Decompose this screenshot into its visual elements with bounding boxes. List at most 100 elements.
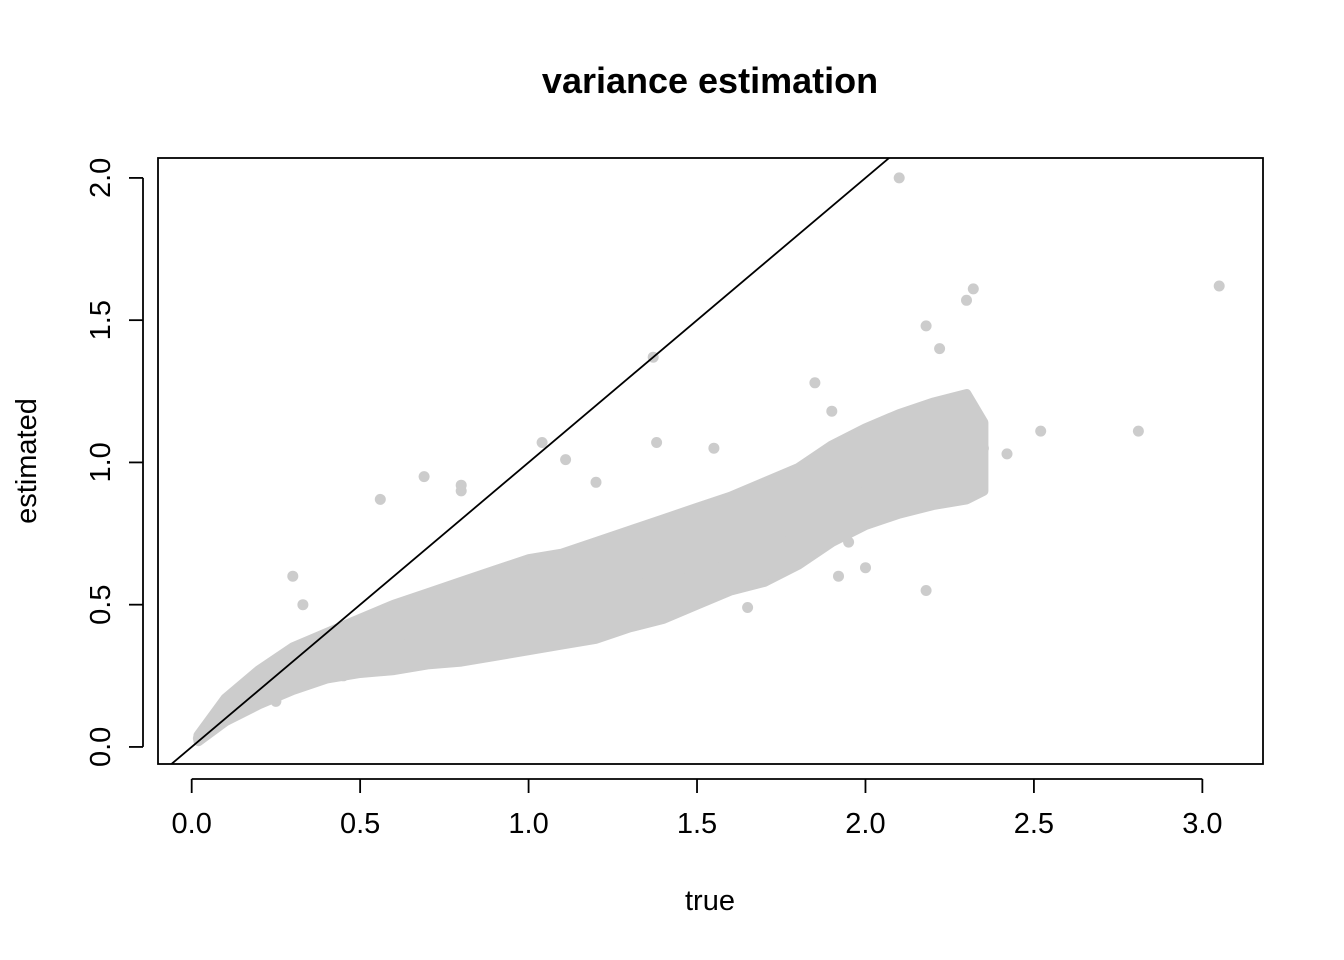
x-tick-label: 3.0 xyxy=(1182,808,1222,840)
data-point xyxy=(809,377,821,389)
data-point xyxy=(354,639,366,650)
data-point xyxy=(590,593,602,605)
x-tick-label: 1.0 xyxy=(508,808,548,840)
data-point xyxy=(708,553,720,565)
data-point xyxy=(472,582,484,594)
data-point xyxy=(408,627,420,639)
data-point xyxy=(893,172,905,184)
data-point xyxy=(860,485,871,497)
data-point xyxy=(287,661,299,673)
y-tick-label: 0.0 xyxy=(85,727,117,767)
data-point xyxy=(297,658,309,670)
data-point xyxy=(418,471,430,483)
data-point xyxy=(607,542,619,554)
x-axis-label: true xyxy=(685,885,735,917)
y-axis-label: estimated xyxy=(11,398,43,524)
data-point xyxy=(297,599,309,611)
data-point xyxy=(1035,425,1047,437)
data-point xyxy=(590,476,602,488)
data-point xyxy=(560,454,572,466)
data-points xyxy=(192,172,1225,744)
data-point xyxy=(472,616,484,628)
point-cloud xyxy=(193,389,989,747)
data-point xyxy=(758,536,770,548)
data-point xyxy=(388,633,400,645)
data-point xyxy=(927,456,939,468)
data-point xyxy=(1132,425,1144,437)
data-point xyxy=(758,570,770,582)
data-point xyxy=(826,502,838,514)
data-point xyxy=(354,656,366,668)
data-point xyxy=(539,604,551,616)
data-point xyxy=(893,471,905,483)
data-point xyxy=(455,485,467,497)
data-point xyxy=(506,610,518,622)
data-point xyxy=(775,528,787,539)
data-point xyxy=(624,613,636,625)
x-tick-label: 1.5 xyxy=(677,808,717,840)
data-point xyxy=(742,542,754,554)
x-tick-label: 0.5 xyxy=(340,808,380,840)
data-point xyxy=(270,673,282,685)
data-point xyxy=(934,343,946,355)
data-point xyxy=(843,493,855,505)
data-point xyxy=(954,471,966,483)
data-point xyxy=(536,437,548,448)
data-point xyxy=(651,437,663,448)
data-point xyxy=(489,613,501,625)
data-point xyxy=(792,519,804,531)
data-point xyxy=(455,619,467,631)
data-point xyxy=(438,621,450,633)
data-point xyxy=(1001,448,1013,460)
x-tick-label: 0.0 xyxy=(172,808,212,840)
point-cloud-band xyxy=(193,389,989,747)
data-point xyxy=(337,670,349,682)
data-point xyxy=(307,653,319,665)
data-point xyxy=(506,633,518,645)
data-point xyxy=(809,511,821,522)
y-tick-label: 0.5 xyxy=(85,585,117,625)
data-point xyxy=(910,465,922,477)
x-tick-label: 2.5 xyxy=(1014,808,1054,840)
data-point xyxy=(920,320,932,332)
data-point xyxy=(226,701,238,713)
data-point xyxy=(287,570,299,582)
data-point xyxy=(607,587,619,599)
x-axis: 0.0 0.5 1.0 1.5 2.0 2.5 3.0 xyxy=(172,778,1223,840)
data-point xyxy=(270,695,282,707)
data-point xyxy=(624,582,636,594)
y-tick-label: 2.0 xyxy=(85,158,117,198)
data-point xyxy=(523,570,535,582)
data-point xyxy=(826,405,838,417)
data-point xyxy=(657,570,669,582)
data-point xyxy=(977,442,989,454)
data-point xyxy=(422,624,433,636)
data-point xyxy=(691,559,703,571)
data-point xyxy=(320,650,332,662)
plot-frame xyxy=(157,157,1264,765)
data-point xyxy=(341,641,353,653)
data-point xyxy=(920,585,932,596)
data-point xyxy=(691,585,703,596)
data-point xyxy=(374,493,386,505)
data-point xyxy=(967,283,979,295)
data-point xyxy=(236,695,248,707)
data-point xyxy=(203,724,214,736)
data-point xyxy=(742,602,754,613)
x-tick-label: 2.0 xyxy=(845,808,885,840)
y-axis: 0.0 0.5 1.0 1.5 2.0 xyxy=(85,158,144,767)
data-point xyxy=(428,647,440,659)
data-point xyxy=(944,451,956,463)
data-point xyxy=(708,442,720,454)
identity-reference-line xyxy=(170,158,891,764)
data-point xyxy=(674,565,686,576)
data-point xyxy=(523,607,535,619)
data-point xyxy=(573,596,585,608)
data-point xyxy=(961,294,972,306)
data-point xyxy=(192,732,204,744)
data-point xyxy=(368,636,380,648)
data-point xyxy=(860,562,871,574)
data-point xyxy=(641,576,652,588)
data-point xyxy=(725,548,737,559)
